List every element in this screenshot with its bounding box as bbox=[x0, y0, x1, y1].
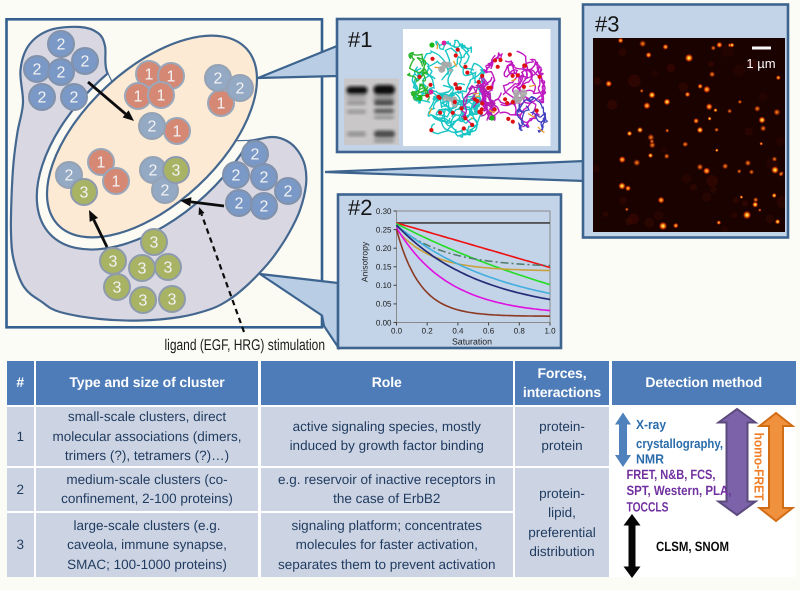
svg-text:1 µm: 1 µm bbox=[746, 56, 775, 71]
svg-text:1: 1 bbox=[173, 124, 182, 141]
svg-text:3: 3 bbox=[139, 293, 148, 310]
svg-text:2: 2 bbox=[57, 37, 66, 54]
svg-text:3: 3 bbox=[150, 235, 159, 252]
svg-text:2: 2 bbox=[214, 71, 223, 88]
svg-text:2: 2 bbox=[33, 62, 42, 79]
svg-text:1: 1 bbox=[112, 174, 121, 191]
svg-text:CLSM, SNOM: CLSM, SNOM bbox=[656, 539, 729, 554]
svg-text:1: 1 bbox=[217, 96, 226, 113]
svg-text:0.25: 0.25 bbox=[376, 225, 392, 234]
svg-text:0.10: 0.10 bbox=[376, 281, 392, 290]
svg-text:0.2: 0.2 bbox=[422, 327, 434, 336]
svg-text:2: 2 bbox=[81, 54, 90, 71]
svg-text:2: 2 bbox=[236, 81, 245, 98]
svg-text:#2: #2 bbox=[348, 195, 372, 220]
svg-text:2: 2 bbox=[65, 168, 74, 185]
svg-text:3: 3 bbox=[168, 292, 177, 309]
svg-text:SPT, Western, PLA,: SPT, Western, PLA, bbox=[627, 483, 732, 498]
svg-text:FRET, N&B, FCS,: FRET, N&B, FCS, bbox=[627, 467, 716, 482]
svg-text:3: 3 bbox=[109, 254, 118, 271]
svg-text:1: 1 bbox=[134, 89, 143, 106]
svg-text:2: 2 bbox=[148, 119, 157, 136]
svg-text:0.20: 0.20 bbox=[376, 244, 392, 253]
svg-text:2: 2 bbox=[232, 168, 241, 185]
svg-text:0.00: 0.00 bbox=[376, 318, 392, 327]
svg-text:3: 3 bbox=[138, 261, 147, 278]
svg-text:NMR: NMR bbox=[636, 452, 664, 467]
svg-text:crystallography,: crystallography, bbox=[636, 436, 723, 451]
svg-text:2: 2 bbox=[70, 90, 79, 107]
svg-text:2: 2 bbox=[57, 65, 66, 82]
svg-text:0.0: 0.0 bbox=[391, 327, 403, 336]
svg-text:0.6: 0.6 bbox=[483, 327, 495, 336]
svg-text:2: 2 bbox=[260, 170, 269, 187]
svg-text:2: 2 bbox=[235, 196, 244, 213]
svg-text:3: 3 bbox=[172, 163, 181, 180]
svg-text:0.05: 0.05 bbox=[376, 300, 392, 309]
svg-text:2: 2 bbox=[38, 90, 47, 107]
svg-text:3: 3 bbox=[113, 280, 122, 297]
svg-text:TOCCLS: TOCCLS bbox=[627, 499, 669, 514]
svg-text:ligand (EGF, HRG) stimulation: ligand (EGF, HRG) stimulation bbox=[165, 337, 326, 354]
svg-text:1: 1 bbox=[97, 155, 106, 172]
svg-text:1: 1 bbox=[145, 67, 154, 84]
svg-text:0.4: 0.4 bbox=[452, 327, 464, 336]
svg-text:#3: #3 bbox=[595, 12, 619, 37]
svg-text:2: 2 bbox=[161, 183, 170, 200]
svg-text:homo-FRET: homo-FRET bbox=[752, 433, 767, 501]
svg-text:2: 2 bbox=[284, 184, 293, 201]
svg-text:#1: #1 bbox=[348, 27, 372, 52]
svg-text:2: 2 bbox=[260, 199, 269, 216]
svg-text:1.0: 1.0 bbox=[544, 327, 556, 336]
svg-text:3: 3 bbox=[164, 260, 173, 277]
svg-text:1: 1 bbox=[167, 69, 176, 86]
svg-text:X-ray: X-ray bbox=[636, 417, 667, 432]
svg-text:0.8: 0.8 bbox=[514, 327, 526, 336]
svg-text:0.30: 0.30 bbox=[376, 207, 392, 216]
svg-text:2: 2 bbox=[149, 163, 158, 180]
svg-text:0.15: 0.15 bbox=[376, 263, 392, 272]
svg-text:2: 2 bbox=[251, 147, 260, 164]
svg-text:1: 1 bbox=[157, 88, 166, 105]
svg-text:Saturation: Saturation bbox=[452, 337, 492, 347]
svg-text:3: 3 bbox=[80, 185, 89, 202]
svg-text:Anisotropy: Anisotropy bbox=[360, 241, 370, 282]
